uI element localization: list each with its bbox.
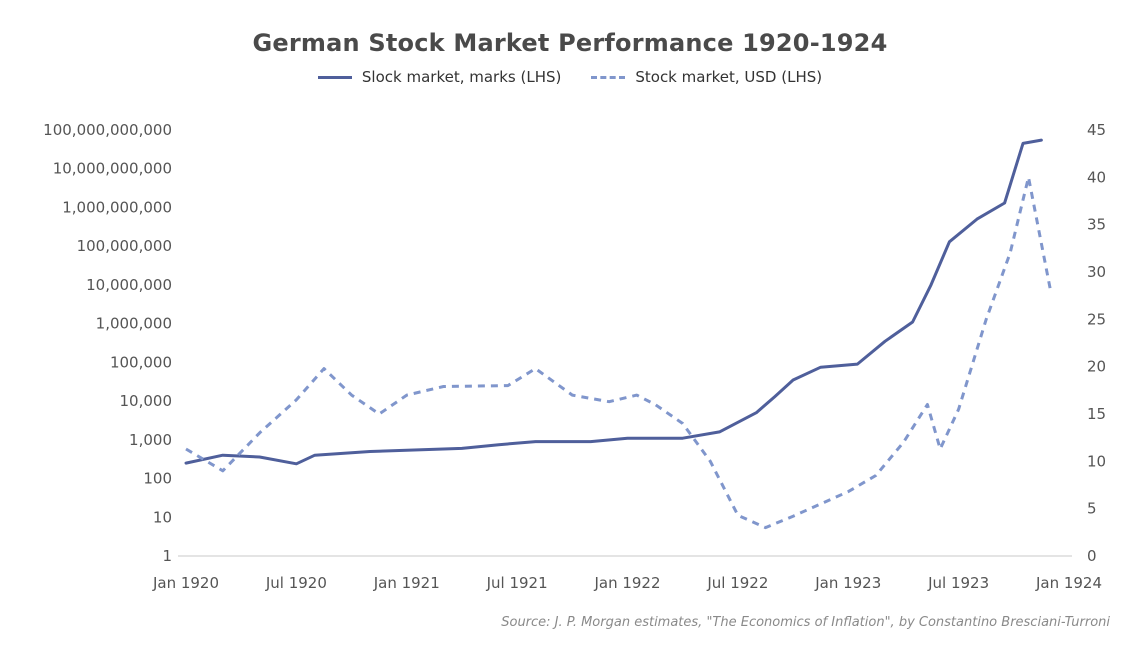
left-tick-label: 1,000 [129, 431, 172, 449]
right-tick-label: 35 [1087, 216, 1106, 234]
series-line-marks [184, 138, 1043, 466]
right-tick-label: 25 [1087, 310, 1106, 328]
left-axis-ticks: 1 10 100 1,000 10,000 100,000 1,000,000 10,000,… [43, 121, 172, 565]
legend-swatch-marks-solid [317, 75, 352, 79]
legend-label-usd: Stock market, USD (LHS) [635, 68, 823, 86]
right-tick-label: 20 [1087, 358, 1106, 376]
x-tick-label: Jan 1920 [152, 574, 219, 592]
x-tick-label: Jan 1922 [593, 574, 660, 592]
x-tick-label: Jul 1920 [265, 574, 327, 592]
left-tick-label: 100,000,000,000 [43, 121, 172, 139]
legend-swatch-usd-dashed [591, 75, 626, 79]
series-line-usd [185, 175, 1053, 530]
right-tick-label: 10 [1087, 452, 1106, 470]
left-tick-label: 1,000,000,000 [62, 198, 172, 216]
x-tick-label: Jul 1922 [706, 574, 768, 592]
left-tick-label: 100,000,000 [77, 237, 172, 255]
legend-label-marks: Slock market, marks (LHS) [361, 68, 562, 86]
x-axis-ticks: Jan 1920 Jul 1920 Jan 1921 Jul 1921 Jan 1922… [152, 574, 1102, 592]
right-tick-label: 45 [1087, 121, 1106, 139]
x-tick-label: Jan 1924 [1035, 574, 1102, 592]
series-lines [184, 138, 1053, 530]
legend-item-usd: Stock market, USD (LHS) [591, 68, 822, 86]
x-tick-label: Jul 1921 [486, 574, 548, 592]
right-tick-label: 15 [1087, 405, 1106, 423]
right-axis-ticks: 0 5 10 15 20 25 30 35 40 45 [1087, 121, 1106, 565]
left-tick-label: 10 [153, 508, 172, 526]
x-tick-label: Jan 1921 [373, 574, 440, 592]
left-tick-label: 10,000 [120, 392, 173, 410]
left-tick-label: 1 [162, 547, 172, 565]
right-tick-label: 40 [1087, 168, 1106, 186]
left-tick-label: 10,000,000,000 [53, 160, 172, 178]
left-tick-label: 10,000,000 [86, 276, 172, 294]
x-tick-label: Jan 1923 [814, 574, 881, 592]
source-note: Source: J. P. Morgan estimates, "The Eco… [501, 615, 1110, 630]
left-tick-label: 1,000,000 [96, 315, 172, 333]
x-tick-label: Jul 1923 [927, 574, 989, 592]
legend-item-marks: Slock market, marks (LHS) [317, 68, 562, 86]
right-tick-label: 30 [1087, 263, 1106, 281]
legend: Slock market, marks (LHS) Stock market, … [0, 68, 1140, 86]
right-tick-label: 5 [1087, 500, 1097, 518]
chart-title: German Stock Market Performance 1920-192… [252, 29, 888, 57]
left-tick-label: 100 [143, 470, 172, 488]
left-tick-label: 100,000 [110, 353, 172, 371]
right-tick-label: 0 [1087, 547, 1097, 565]
